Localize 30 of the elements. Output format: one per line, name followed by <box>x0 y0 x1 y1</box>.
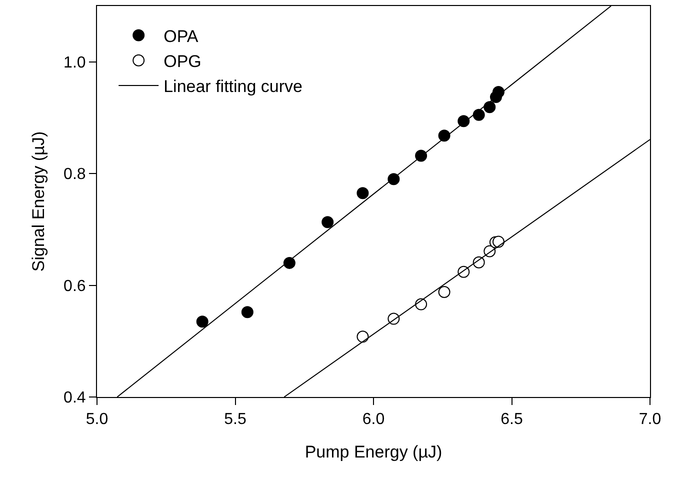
y-tick-label: 0.8 <box>64 166 86 184</box>
point <box>388 173 400 186</box>
point <box>356 330 369 343</box>
point <box>196 316 208 328</box>
legend-label: Linear fitting curve <box>164 77 302 96</box>
point <box>415 150 428 162</box>
point <box>484 101 496 114</box>
point <box>438 130 450 142</box>
point <box>356 187 369 200</box>
point <box>492 86 504 98</box>
point <box>472 108 485 121</box>
point <box>241 306 254 318</box>
x-tick-label: 6.5 <box>500 411 523 428</box>
x-tick-label: 7.0 <box>638 411 662 428</box>
y-tick-label: 0.6 <box>64 278 86 295</box>
point <box>322 216 334 228</box>
point <box>283 256 296 269</box>
point <box>458 115 470 128</box>
point <box>438 286 450 298</box>
x-tick-label: 5.0 <box>86 411 108 428</box>
point <box>492 236 504 248</box>
legend-label: OPA <box>164 26 199 46</box>
y-axis-title: Signal Energy (µJ) <box>29 131 48 272</box>
legend-label: OPG <box>164 52 202 72</box>
y-tick-label: 0.4 <box>64 390 86 407</box>
y-tick-label: 1.0 <box>64 54 86 72</box>
x-tick-label: 6.0 <box>362 411 385 428</box>
point <box>415 298 428 310</box>
x-tick-label: 5.5 <box>224 411 246 428</box>
x-axis-title: Pump Energy (µJ) <box>304 442 442 462</box>
